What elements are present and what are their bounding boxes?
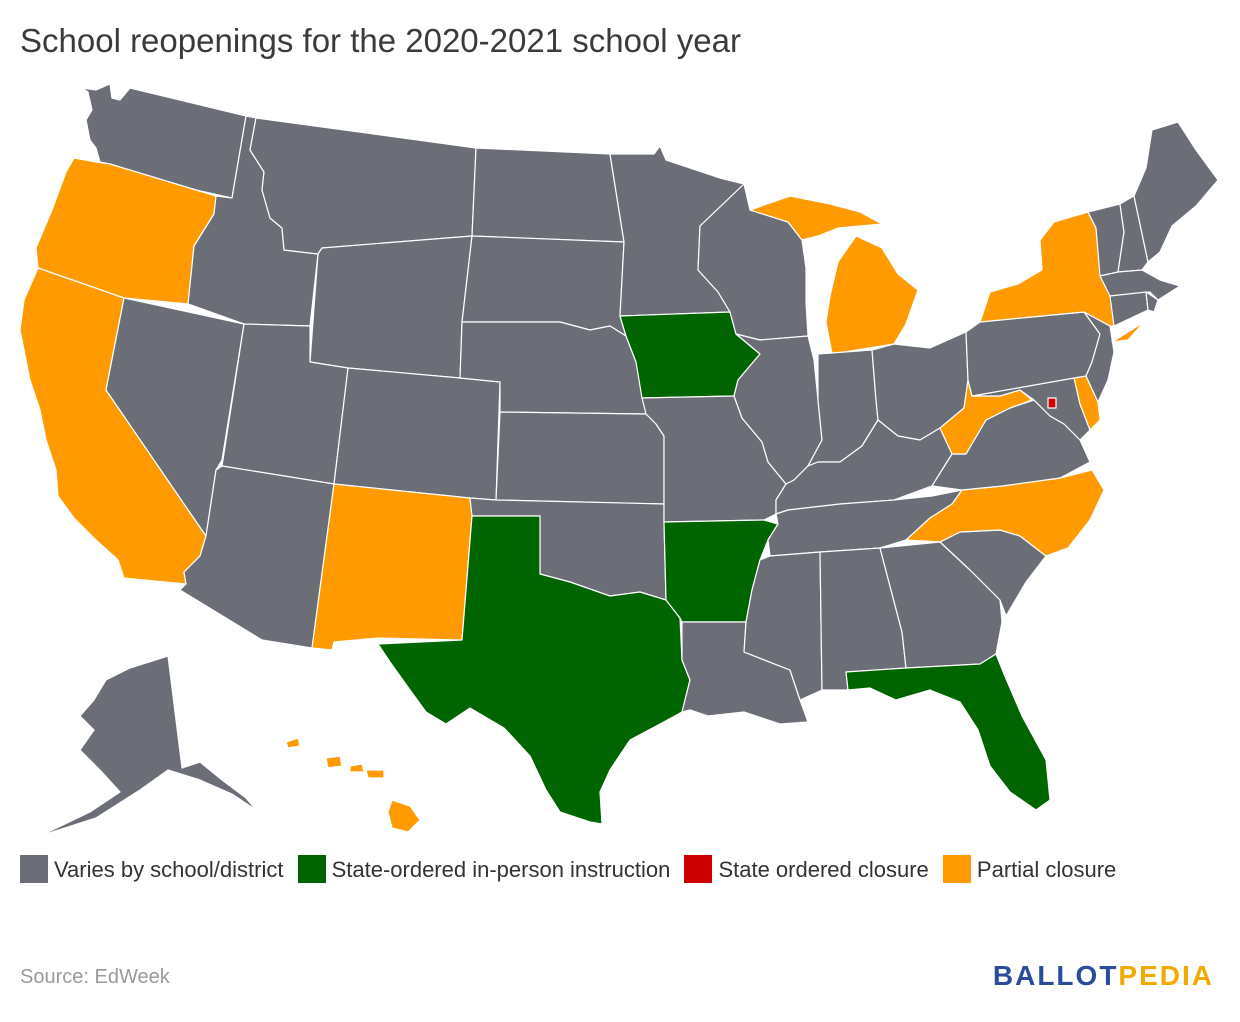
state-nd[interactable]: [471, 147, 625, 243]
state-fl[interactable]: [845, 653, 1051, 811]
state-ak[interactable]: [39, 655, 257, 837]
us-map: [19, 83, 1219, 837]
legend-swatch-in-person: [297, 855, 326, 883]
legend-label-partial: Partial closure: [976, 857, 1117, 882]
state-sd[interactable]: [461, 235, 627, 337]
legend-item-in-person: State-ordered in-person instruction: [297, 855, 671, 883]
ballotpedia-logo[interactable]: BALLOTPEDIA: [993, 960, 1214, 992]
state-dc[interactable]: [1047, 397, 1057, 409]
state-ct[interactable]: [1109, 291, 1149, 327]
legend-swatch-varies: [20, 855, 48, 883]
legend-label-varies: Varies by school/district: [54, 857, 284, 882]
legend-swatch-partial: [942, 855, 971, 883]
map-title: School reopenings for the 2020-2021 scho…: [20, 22, 741, 59]
source-note: Source: EdWeek: [20, 966, 170, 988]
state-ri[interactable]: [1145, 291, 1159, 313]
state-ks[interactable]: [495, 411, 665, 505]
legend-swatch-closure: [684, 855, 713, 883]
legend-item-partial: Partial closure: [942, 855, 1117, 883]
legend-item-varies: Varies by school/district: [20, 855, 284, 883]
logo-part1: BALLOT: [992, 960, 1119, 991]
logo-part2: PEDIA: [1118, 960, 1214, 991]
state-co[interactable]: [333, 367, 501, 501]
state-tx[interactable]: [377, 515, 691, 825]
state-nm[interactable]: [311, 483, 473, 651]
state-me[interactable]: [1133, 121, 1219, 263]
state-hi[interactable]: [285, 737, 421, 833]
legend-label-in-person: State-ordered in-person instruction: [331, 857, 671, 882]
state-mi[interactable]: [749, 195, 919, 355]
legend: Varies by school/district State-ordered …: [20, 853, 1200, 887]
state-nc[interactable]: [905, 469, 1105, 557]
legend-label-closure: State ordered closure: [718, 857, 929, 882]
state-nj[interactable]: [1083, 311, 1115, 403]
legend-item-closure: State ordered closure: [684, 855, 929, 883]
state-mt[interactable]: [249, 117, 477, 255]
state-wy[interactable]: [309, 235, 473, 379]
